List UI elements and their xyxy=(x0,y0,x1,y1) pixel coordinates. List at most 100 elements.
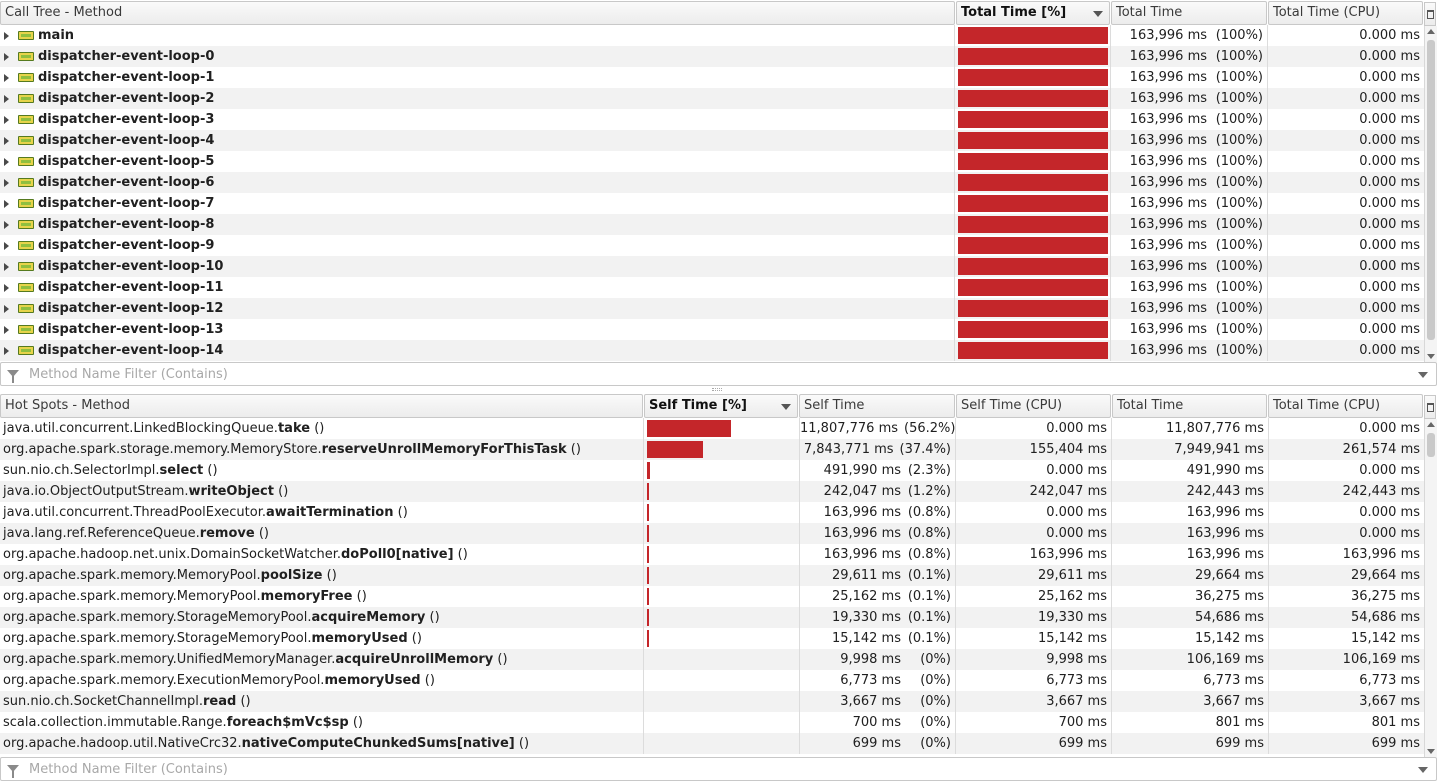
table-row[interactable]: org.apache.hadoop.util.NativeCrc32.nativ… xyxy=(0,733,1424,754)
panel-splitter[interactable] xyxy=(0,386,1437,393)
method-signature: () xyxy=(453,547,468,562)
table-row[interactable]: org.apache.spark.memory.StorageMemoryPoo… xyxy=(0,628,1424,649)
table-row[interactable]: org.apache.spark.memory.MemoryPool.memor… xyxy=(0,586,1424,607)
total-time-cell: 15,142 ms xyxy=(1113,628,1269,649)
table-row[interactable]: dispatcher-event-loop-1 163,996 ms (100%) 0… xyxy=(0,67,1424,88)
total-time-pct: (100%) xyxy=(1215,49,1263,64)
self-time-pct: (0.8%) xyxy=(907,547,951,562)
scroll-up-icon[interactable] xyxy=(1427,29,1435,34)
self-cpu-cell: 25,162 ms xyxy=(957,586,1112,607)
method-name: remove xyxy=(199,526,255,541)
total-time-pct: (100%) xyxy=(1215,70,1263,85)
table-row[interactable]: java.util.concurrent.LinkedBlockingQueue… xyxy=(0,418,1424,439)
table-row[interactable]: dispatcher-event-loop-9 163,996 ms (100%) 0… xyxy=(0,235,1424,256)
table-row[interactable]: dispatcher-event-loop-10 163,996 ms (100%)… xyxy=(0,256,1424,277)
col-total-cpu[interactable]: Total Time (CPU) xyxy=(1268,1,1423,25)
table-row[interactable]: dispatcher-event-loop-14 163,996 ms (100%)… xyxy=(0,340,1424,361)
total-time-value: 163,996 ms xyxy=(1129,175,1207,190)
expand-arrow-icon[interactable] xyxy=(4,137,9,145)
scroll-up-icon[interactable] xyxy=(1427,422,1435,427)
table-row[interactable]: scala.collection.immutable.Range.foreach… xyxy=(0,712,1424,733)
filter-dropdown-icon[interactable] xyxy=(1418,372,1428,378)
col-self-time-pct[interactable]: Self Time [%] xyxy=(644,394,798,418)
table-row[interactable]: dispatcher-event-loop-12 163,996 ms (100%)… xyxy=(0,298,1424,319)
self-time-value: 700 ms xyxy=(852,715,901,730)
method-signature: () xyxy=(273,484,289,499)
scroll-thumb[interactable] xyxy=(1427,433,1435,457)
column-chooser-button[interactable] xyxy=(1424,395,1436,419)
column-chooser-button[interactable] xyxy=(1424,2,1436,26)
expand-arrow-icon[interactable] xyxy=(4,179,9,187)
filter-icon[interactable] xyxy=(7,765,19,778)
table-row[interactable]: dispatcher-event-loop-3 163,996 ms (100%) 0… xyxy=(0,109,1424,130)
self-cpu-cell: 29,611 ms xyxy=(957,565,1112,586)
expand-arrow-icon[interactable] xyxy=(4,284,9,292)
expand-arrow-icon[interactable] xyxy=(4,95,9,103)
table-row[interactable]: dispatcher-event-loop-0 163,996 ms (100%) 0… xyxy=(0,46,1424,67)
col-total-time-pct[interactable]: Total Time [%] xyxy=(956,1,1110,25)
col-hs-total-time[interactable]: Total Time xyxy=(1112,394,1267,418)
col-self-time[interactable]: Self Time xyxy=(799,394,955,418)
table-row[interactable]: org.apache.spark.memory.MemoryPool.poolS… xyxy=(0,565,1424,586)
col-hs-method[interactable]: Hot Spots - Method xyxy=(0,394,643,418)
self-time-pct: (0.1%) xyxy=(907,610,951,625)
table-row[interactable]: sun.nio.ch.SelectorImpl.select () 491,990… xyxy=(0,460,1424,481)
self-time-cell: 9,998 ms (0%) xyxy=(800,649,956,670)
method-name: poolSize xyxy=(260,568,323,583)
scroll-down-icon[interactable] xyxy=(1427,354,1435,359)
expand-arrow-icon[interactable] xyxy=(4,305,9,313)
expand-arrow-icon[interactable] xyxy=(4,158,9,166)
self-time-pct: (1.2%) xyxy=(907,484,951,499)
total-time-cell: 54,686 ms xyxy=(1113,607,1269,628)
table-row[interactable]: dispatcher-event-loop-13 163,996 ms (100%)… xyxy=(0,319,1424,340)
total-pct-cell xyxy=(956,277,1111,298)
table-row[interactable]: org.apache.spark.storage.memory.MemorySt… xyxy=(0,439,1424,460)
table-row[interactable]: dispatcher-event-loop-8 163,996 ms (100%) 0… xyxy=(0,214,1424,235)
expand-arrow-icon[interactable] xyxy=(4,116,9,124)
table-row[interactable]: dispatcher-event-loop-2 163,996 ms (100%) 0… xyxy=(0,88,1424,109)
table-row[interactable]: dispatcher-event-loop-7 163,996 ms (100%) 0… xyxy=(0,193,1424,214)
hot-spots-filter-input[interactable] xyxy=(27,760,1407,778)
filter-dropdown-icon[interactable] xyxy=(1418,767,1428,773)
expand-arrow-icon[interactable] xyxy=(4,74,9,82)
table-row[interactable]: main 163,996 ms (100%) 0.000 ms xyxy=(0,25,1424,46)
expand-arrow-icon[interactable] xyxy=(4,263,9,271)
filter-icon[interactable] xyxy=(7,370,19,383)
expand-arrow-icon[interactable] xyxy=(4,221,9,229)
table-row[interactable]: org.apache.hadoop.net.unix.DomainSocketW… xyxy=(0,544,1424,565)
table-row[interactable]: sun.nio.ch.SocketChannelImpl.read () 3,66… xyxy=(0,691,1424,712)
total-cpu-cell: 0.000 ms xyxy=(1359,322,1420,337)
self-pct-cell xyxy=(645,628,800,649)
expand-arrow-icon[interactable] xyxy=(4,53,9,61)
col-hs-total-cpu[interactable]: Total Time (CPU) xyxy=(1268,394,1423,418)
scroll-down-icon[interactable] xyxy=(1427,749,1435,754)
expand-arrow-icon[interactable] xyxy=(4,326,9,334)
table-row[interactable]: dispatcher-event-loop-5 163,996 ms (100%) 0… xyxy=(0,151,1424,172)
hot-spots-scrollbar[interactable] xyxy=(1424,419,1437,757)
method-name: memoryUsed xyxy=(311,631,408,646)
table-row[interactable]: org.apache.spark.memory.StorageMemoryPoo… xyxy=(0,607,1424,628)
table-row[interactable]: java.io.ObjectOutputStream.writeObject (… xyxy=(0,481,1424,502)
scroll-thumb[interactable] xyxy=(1427,40,1435,340)
table-row[interactable]: org.apache.spark.memory.ExecutionMemoryP… xyxy=(0,670,1424,691)
expand-arrow-icon[interactable] xyxy=(4,200,9,208)
table-row[interactable]: java.util.concurrent.ThreadPoolExecutor.… xyxy=(0,502,1424,523)
expand-arrow-icon[interactable] xyxy=(4,347,9,355)
expand-arrow-icon[interactable] xyxy=(4,242,9,250)
col-method[interactable]: Call Tree - Method xyxy=(0,1,955,25)
expand-arrow-icon[interactable] xyxy=(4,32,9,40)
method-signature: () xyxy=(425,610,440,625)
table-row[interactable]: org.apache.spark.memory.UnifiedMemoryMan… xyxy=(0,649,1424,670)
method-cell: java.io.ObjectOutputStream.writeObject (… xyxy=(0,481,644,502)
total-pct-bar xyxy=(958,132,1108,149)
table-row[interactable]: java.lang.ref.ReferenceQueue.remove () 16… xyxy=(0,523,1424,544)
call-tree-filter-input[interactable] xyxy=(27,365,1407,383)
col-self-cpu[interactable]: Self Time (CPU) xyxy=(956,394,1111,418)
call-tree-scrollbar[interactable] xyxy=(1424,26,1437,362)
table-row[interactable]: dispatcher-event-loop-4 163,996 ms (100%) 0… xyxy=(0,130,1424,151)
table-row[interactable]: dispatcher-event-loop-11 163,996 ms (100%)… xyxy=(0,277,1424,298)
method-cell: dispatcher-event-loop-0 xyxy=(0,46,955,67)
table-row[interactable]: dispatcher-event-loop-6 163,996 ms (100%) 0… xyxy=(0,172,1424,193)
col-total-time[interactable]: Total Time xyxy=(1111,1,1267,25)
total-time-value: 163,996 ms xyxy=(1129,259,1207,274)
